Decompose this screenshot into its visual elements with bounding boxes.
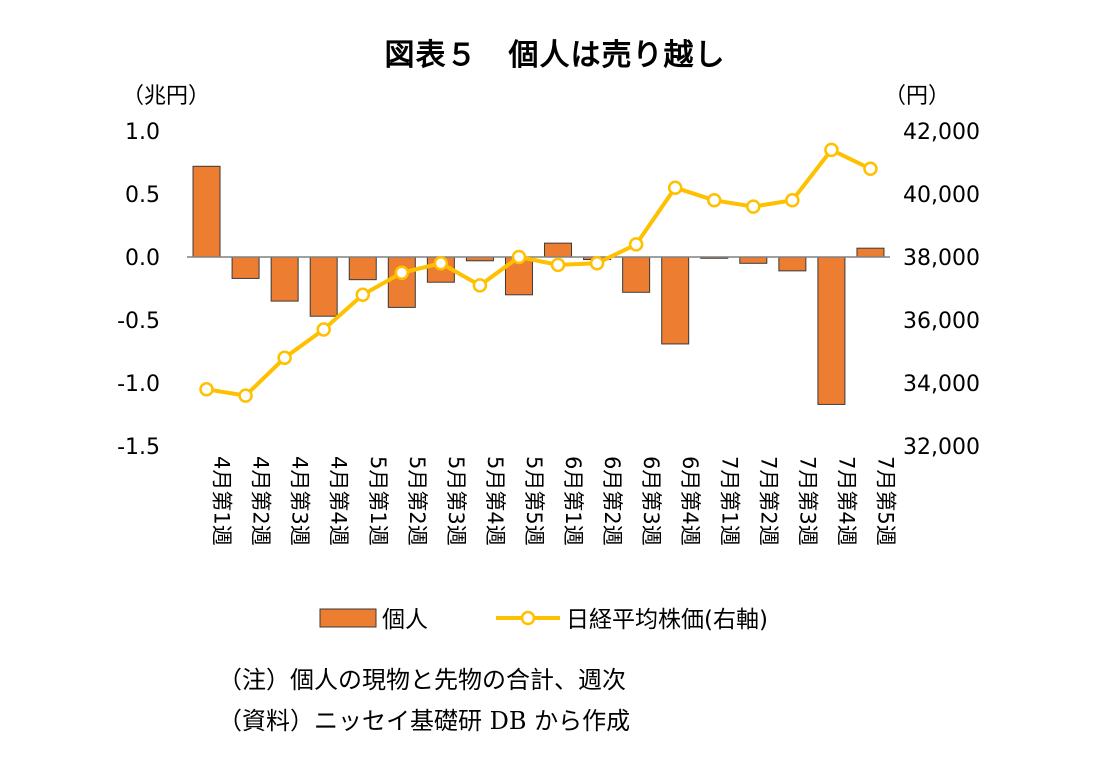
bar [387, 256, 416, 308]
bar [817, 256, 846, 405]
left-axis-unit: （兆円） [122, 84, 210, 109]
bar [544, 242, 573, 258]
chart-canvas: （兆円） （円） 1.0 0.5 0.0 -0.5 -1.0 -1.5 42,000 40,000… [117, 84, 980, 633]
nikkei-point [824, 142, 839, 158]
bar [309, 256, 338, 317]
category-label: 5月第4週 [483, 456, 507, 546]
left-tick-label: -1.5 [117, 435, 160, 460]
nikkei-point [628, 237, 644, 252]
category-label: 6月第4週 [678, 456, 702, 546]
right-axis-unit: （円） [884, 84, 950, 109]
right-tick-label: 42,000 [903, 120, 980, 145]
nikkei-point [785, 193, 800, 208]
nikkei-point [589, 256, 605, 271]
nikkei-point [238, 388, 253, 403]
legend-bar-swatch [319, 608, 377, 628]
bar [622, 256, 651, 293]
right-tick-label: 36,000 [903, 309, 980, 334]
legend-bar-label: 個人 [382, 607, 428, 633]
category-label: 5月第5週 [522, 456, 546, 546]
category-label: 5月第1週 [366, 456, 390, 546]
category-label: 6月第1週 [561, 456, 585, 546]
category-label: 7月第3週 [795, 456, 819, 546]
category-label: 5月第2週 [405, 456, 429, 546]
nikkei-point [316, 322, 331, 337]
left-tick-label: 0.5 [125, 183, 160, 208]
nikkei-point [667, 180, 683, 195]
category-label: 6月第3週 [639, 456, 663, 546]
category-label: 5月第3週 [444, 456, 468, 546]
nikkei-point [550, 257, 566, 273]
category-label: 4月第1週 [210, 456, 234, 546]
left-tick-label: 0.0 [125, 246, 160, 271]
category-label: 4月第3週 [288, 456, 312, 546]
nikkei-point [394, 265, 410, 280]
left-tick-label: 1.0 [125, 120, 160, 145]
nikkei-point [433, 256, 449, 271]
nikkei-point [511, 249, 527, 265]
bar [778, 256, 807, 272]
nikkei-point [277, 350, 292, 366]
legend-line-label: 日経平均株価(右軸) [566, 607, 768, 633]
category-label: 6月第2週 [600, 456, 624, 546]
nikkei-point [746, 199, 761, 214]
category-label: 7月第2週 [756, 456, 780, 546]
nikkei-point [355, 287, 370, 303]
left-tick-label: -0.5 [117, 309, 160, 334]
category-label: 4月第4週 [327, 456, 351, 546]
bar [661, 256, 690, 345]
legend-line-marker [520, 610, 536, 626]
right-tick-label: 40,000 [903, 183, 980, 208]
right-tick-label: 32,000 [903, 435, 980, 460]
right-tick-label: 38,000 [903, 246, 980, 271]
category-label: 7月第1週 [717, 456, 741, 546]
nikkei-point [707, 193, 722, 208]
category-label: 7月第4週 [834, 456, 858, 546]
chart-title: 図表５ 個人は売り越し [384, 38, 726, 73]
bar [739, 256, 768, 264]
category-label: 7月第5週 [873, 456, 897, 546]
left-tick-label: -1.0 [117, 372, 160, 397]
source-text: （資料）ニッセイ基礎研 DB から作成 [218, 707, 631, 735]
note-text: （注）個人の現物と先物の合計、週次 [218, 666, 626, 694]
bar [231, 256, 260, 279]
nikkei-line [206, 147, 872, 398]
category-label: 4月第2週 [249, 456, 273, 546]
bar [270, 256, 299, 302]
nikkei-point [472, 278, 488, 293]
bar [348, 256, 377, 281]
bar [856, 247, 885, 258]
right-tick-label: 34,000 [903, 372, 980, 397]
nikkei-point [863, 161, 878, 177]
bar [192, 165, 221, 258]
nikkei-point [199, 382, 214, 397]
